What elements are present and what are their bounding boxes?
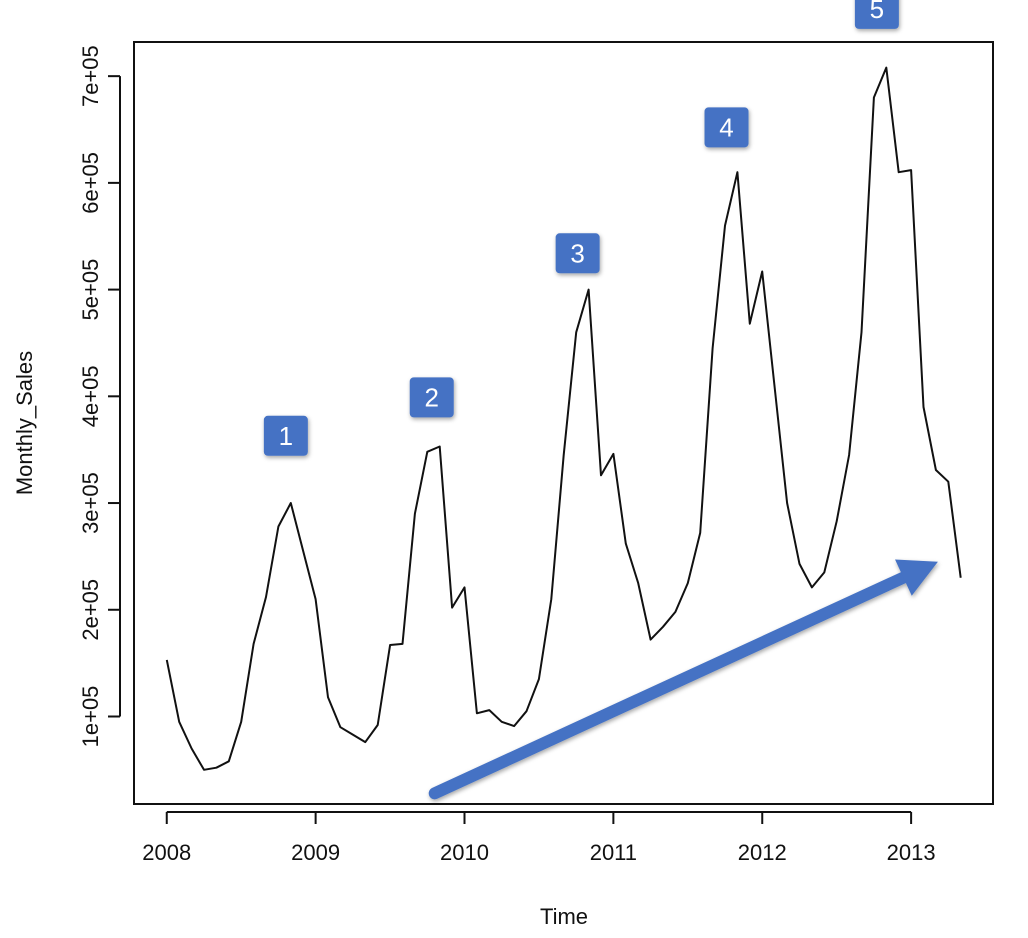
series-layer bbox=[165, 66, 962, 771]
y-tick-label: 1e+05 bbox=[78, 686, 103, 748]
annotation-badge-label: 1 bbox=[279, 421, 293, 451]
annotation-badge-box bbox=[263, 415, 308, 456]
y-tick-label: 2e+05 bbox=[78, 579, 103, 641]
annotation-layer: 1 2 3 4 5 bbox=[263, 0, 899, 456]
annotation-badge-2: 2 bbox=[409, 377, 454, 418]
x-axis-title: Time bbox=[540, 904, 588, 929]
annotation-badge-label: 2 bbox=[425, 382, 439, 412]
y-tick-label: 5e+05 bbox=[78, 259, 103, 321]
x-tick-label: 2013 bbox=[887, 840, 936, 865]
x-axis: 2008 2009 2010 2011 2012 2013 bbox=[142, 811, 936, 865]
annotation-badge-1: 1 bbox=[263, 415, 308, 456]
x-tick-label: 2012 bbox=[738, 840, 787, 865]
trend-arrow-layer bbox=[428, 559, 938, 800]
trend-arrow-shaft bbox=[428, 569, 914, 800]
annotation-badge-box bbox=[854, 0, 899, 29]
annotation-badge-label: 4 bbox=[719, 112, 733, 142]
y-axis: 1e+05 2e+05 3e+05 4e+05 5e+05 6e+05 7e+05 bbox=[78, 45, 121, 748]
trend-arrow-head bbox=[895, 559, 938, 596]
y-tick-label: 4e+05 bbox=[78, 365, 103, 427]
annotation-badge-3: 3 bbox=[555, 233, 600, 274]
annotation-badge-box bbox=[409, 377, 454, 418]
y-tick-label: 3e+05 bbox=[78, 472, 103, 534]
x-tick-label: 2009 bbox=[291, 840, 340, 865]
x-tick-label: 2011 bbox=[590, 840, 637, 865]
y-tick-label: 7e+05 bbox=[78, 45, 103, 107]
x-tick-label: 2008 bbox=[142, 840, 191, 865]
plot-frame bbox=[133, 41, 994, 805]
trend-arrow bbox=[428, 559, 938, 800]
annotation-badge-label: 3 bbox=[570, 238, 584, 268]
annotation-badge-4: 4 bbox=[704, 107, 749, 148]
annotation-badge-5: 5 bbox=[854, 0, 899, 29]
annotation-badge-box bbox=[704, 107, 749, 148]
y-axis-title: Monthly_Sales bbox=[12, 351, 37, 495]
y-tick-label: 6e+05 bbox=[78, 152, 103, 214]
x-tick-label: 2010 bbox=[440, 840, 489, 865]
annotation-badge-label: 5 bbox=[870, 0, 884, 24]
series-line bbox=[165, 66, 962, 771]
annotation-badge-box bbox=[555, 233, 600, 274]
